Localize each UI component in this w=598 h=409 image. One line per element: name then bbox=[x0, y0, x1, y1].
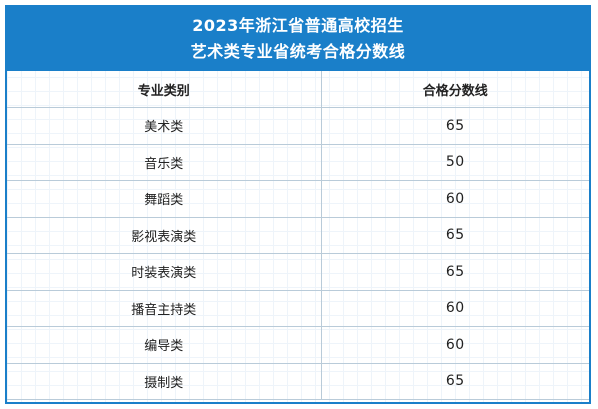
score-cell: 65 bbox=[320, 362, 589, 400]
table-row: 音乐类 50 bbox=[7, 143, 589, 181]
score-cell: 50 bbox=[320, 143, 589, 181]
category-cell: 舞蹈类 bbox=[7, 180, 322, 218]
category-cell: 音乐类 bbox=[7, 143, 322, 181]
column-header-score: 合格分数线 bbox=[320, 71, 589, 108]
category-cell: 摄制类 bbox=[7, 362, 322, 400]
table-row: 美术类 65 bbox=[7, 107, 589, 145]
score-table-card: 2023年浙江省普通高校招生 艺术类专业省统考合格分数线 专业类别 合格分数线 … bbox=[5, 5, 591, 404]
title-line-1: 2023年浙江省普通高校招生 bbox=[192, 16, 404, 35]
score-cell: 60 bbox=[320, 180, 589, 218]
category-cell: 影视表演类 bbox=[7, 216, 322, 254]
table-row: 时装表演类 65 bbox=[7, 253, 589, 291]
table-title: 2023年浙江省普通高校招生 艺术类专业省统考合格分数线 bbox=[7, 7, 589, 71]
table-row: 摄制类 65 bbox=[7, 362, 589, 400]
category-cell: 编导类 bbox=[7, 326, 322, 364]
table-header-row: 专业类别 合格分数线 bbox=[7, 71, 589, 108]
table-row: 舞蹈类 60 bbox=[7, 180, 589, 218]
score-cell: 65 bbox=[320, 107, 589, 145]
title-line-2: 艺术类专业省统考合格分数线 bbox=[190, 42, 406, 61]
category-cell: 时装表演类 bbox=[7, 253, 322, 291]
category-cell: 播音主持类 bbox=[7, 289, 322, 327]
score-cell: 65 bbox=[320, 216, 589, 254]
table-row: 编导类 60 bbox=[7, 326, 589, 364]
score-table: 专业类别 合格分数线 美术类 65 音乐类 50 舞蹈类 60 影视表演类 65 bbox=[7, 71, 589, 400]
table-row: 影视表演类 65 bbox=[7, 216, 589, 254]
table-row: 播音主持类 60 bbox=[7, 289, 589, 327]
score-cell: 65 bbox=[320, 253, 589, 291]
category-cell: 美术类 bbox=[7, 107, 322, 145]
score-cell: 60 bbox=[320, 289, 589, 327]
column-header-category: 专业类别 bbox=[7, 71, 322, 108]
score-cell: 60 bbox=[320, 326, 589, 364]
